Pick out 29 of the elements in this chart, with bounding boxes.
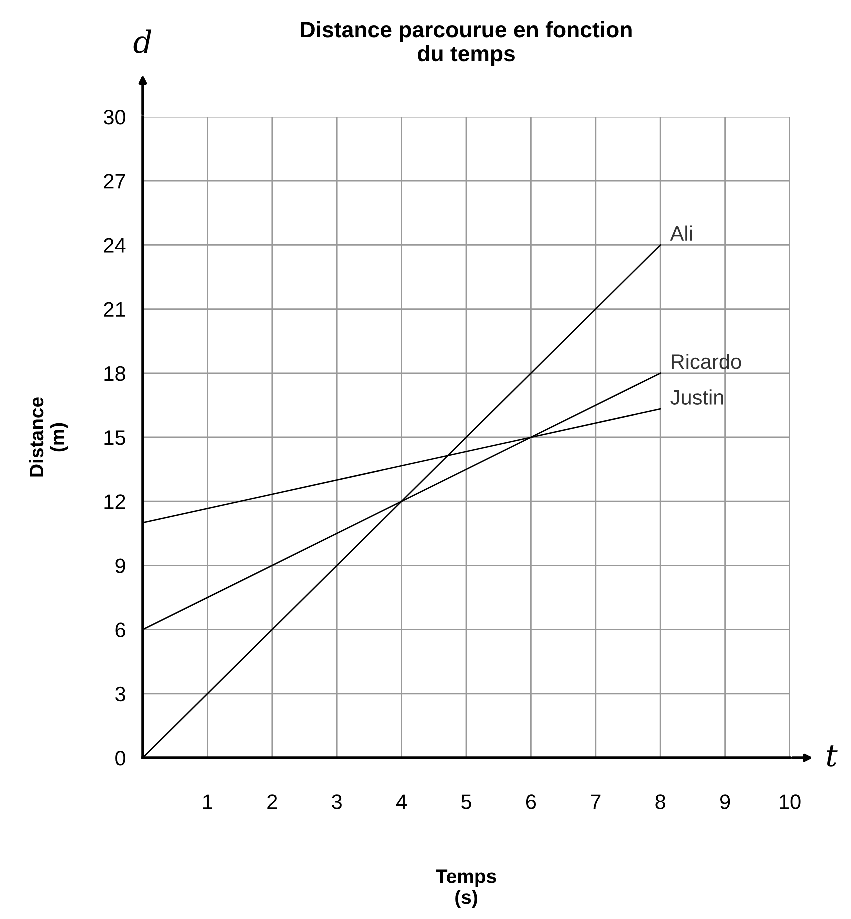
y-tick-label: 21 bbox=[104, 302, 126, 317]
y-tick-label: 18 bbox=[104, 366, 126, 382]
x-tick-label: 4 bbox=[396, 794, 407, 810]
x-tick-label: 1 bbox=[203, 794, 212, 810]
series-label: Ricardo bbox=[672, 354, 742, 370]
y-tick-label: 12 bbox=[104, 494, 126, 510]
y-tick-label: 3 bbox=[116, 686, 126, 702]
y-tick-label: 24 bbox=[104, 238, 126, 253]
chart-title: Distance parcourue en fonction du temps bbox=[301, 21, 632, 66]
x-tick-label: 10 bbox=[780, 794, 801, 810]
y-tick-label: 15 bbox=[104, 430, 126, 446]
x-tick-label: 6 bbox=[526, 794, 536, 810]
y-tick-label: 30 bbox=[104, 110, 126, 125]
y-axis-title: Distance (m) bbox=[29, 398, 68, 477]
x-tick-label: 9 bbox=[720, 794, 730, 810]
text: t bbox=[827, 746, 838, 767]
y-tick-label: 27 bbox=[104, 174, 126, 189]
x-axis-title: Temps (s) bbox=[436, 870, 496, 908]
y-tick-label: 9 bbox=[116, 558, 126, 574]
x-tick-label: 7 bbox=[591, 794, 601, 810]
series-label: Justin bbox=[670, 390, 724, 405]
x-tick-label: 5 bbox=[462, 794, 472, 810]
x-tick-label: 2 bbox=[268, 794, 278, 810]
x-tick-label: 3 bbox=[332, 794, 342, 810]
y-tick-label: 6 bbox=[116, 622, 126, 638]
x-tick-label: 8 bbox=[656, 794, 666, 810]
text: d bbox=[134, 30, 152, 54]
y-tick-label: 0 bbox=[116, 751, 126, 766]
series-label: Ali bbox=[670, 226, 692, 241]
